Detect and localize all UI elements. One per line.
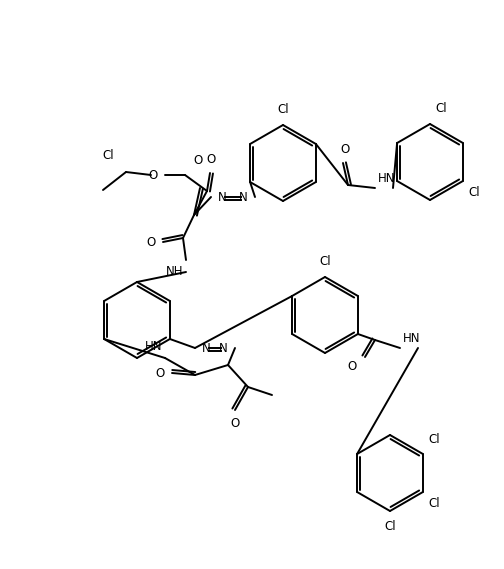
Text: Cl: Cl bbox=[468, 186, 479, 199]
Text: NH: NH bbox=[165, 265, 183, 278]
Text: Cl: Cl bbox=[102, 149, 114, 162]
Text: O: O bbox=[194, 154, 203, 167]
Text: Cl: Cl bbox=[435, 102, 447, 115]
Text: O: O bbox=[156, 366, 165, 380]
Text: N: N bbox=[239, 191, 248, 204]
Text: N: N bbox=[202, 341, 211, 354]
Text: O: O bbox=[147, 236, 156, 249]
Text: HN: HN bbox=[378, 172, 396, 185]
Text: HN: HN bbox=[145, 340, 162, 353]
Text: Cl: Cl bbox=[277, 103, 289, 116]
Text: O: O bbox=[206, 153, 216, 166]
Text: O: O bbox=[340, 143, 350, 156]
Text: N: N bbox=[218, 191, 227, 204]
Text: Cl: Cl bbox=[428, 433, 439, 446]
Text: O: O bbox=[348, 360, 357, 373]
Text: O: O bbox=[230, 417, 239, 430]
Text: N: N bbox=[219, 341, 228, 354]
Text: Cl: Cl bbox=[428, 497, 439, 510]
Text: Cl: Cl bbox=[319, 255, 331, 268]
Text: HN: HN bbox=[403, 332, 420, 345]
Text: O: O bbox=[149, 168, 158, 182]
Text: Cl: Cl bbox=[384, 520, 396, 533]
